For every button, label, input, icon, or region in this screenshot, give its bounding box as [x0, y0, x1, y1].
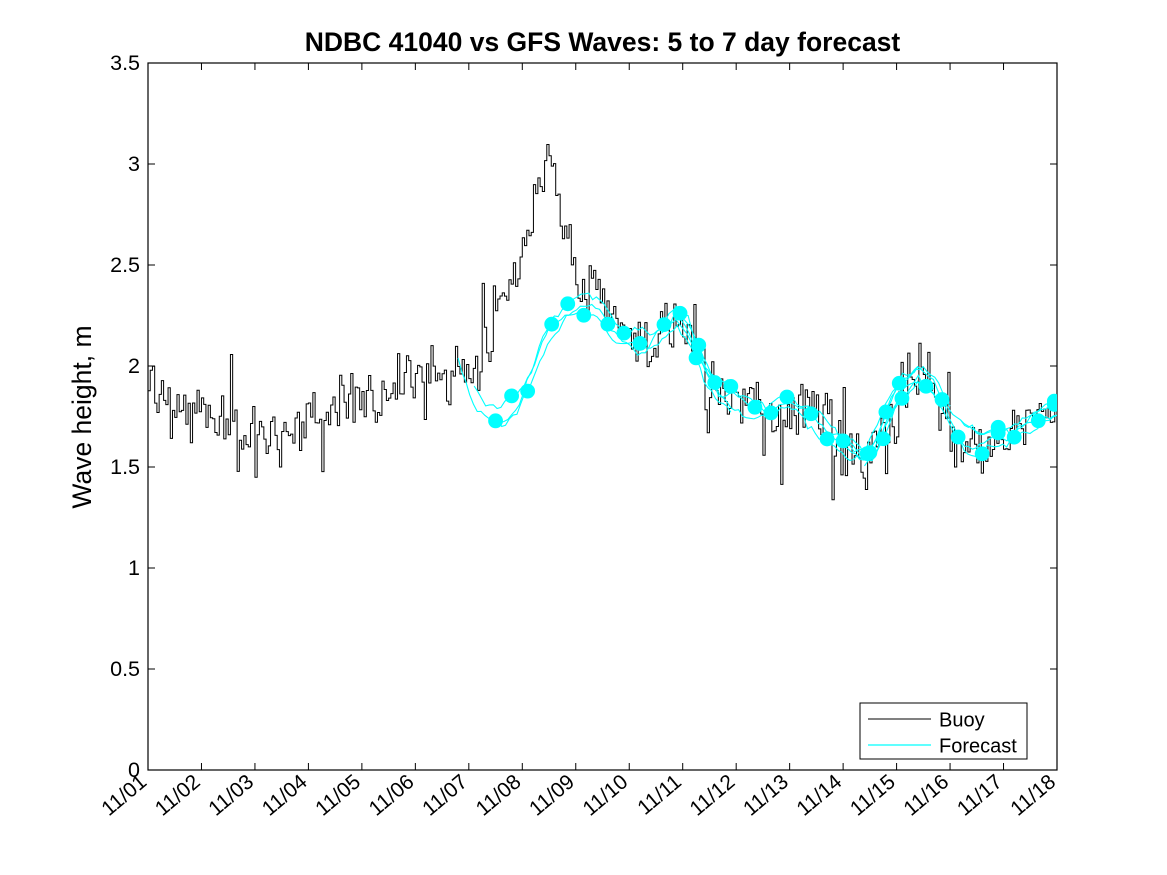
- svg-text:Forecast: Forecast: [939, 736, 1017, 758]
- svg-text:2: 2: [128, 354, 140, 378]
- svg-text:1: 1: [128, 556, 140, 580]
- svg-text:2.5: 2.5: [110, 253, 140, 277]
- svg-text:NDBC 41040 vs GFS Waves: 5 to: NDBC 41040 vs GFS Waves: 5 to 7 day fore…: [305, 27, 901, 57]
- svg-text:1.5: 1.5: [110, 455, 140, 479]
- svg-text:Wave height, m: Wave height, m: [67, 325, 97, 508]
- svg-text:0.5: 0.5: [110, 657, 140, 681]
- svg-text:3: 3: [128, 152, 140, 176]
- svg-text:3.5: 3.5: [110, 51, 140, 75]
- svg-text:Buoy: Buoy: [939, 710, 985, 732]
